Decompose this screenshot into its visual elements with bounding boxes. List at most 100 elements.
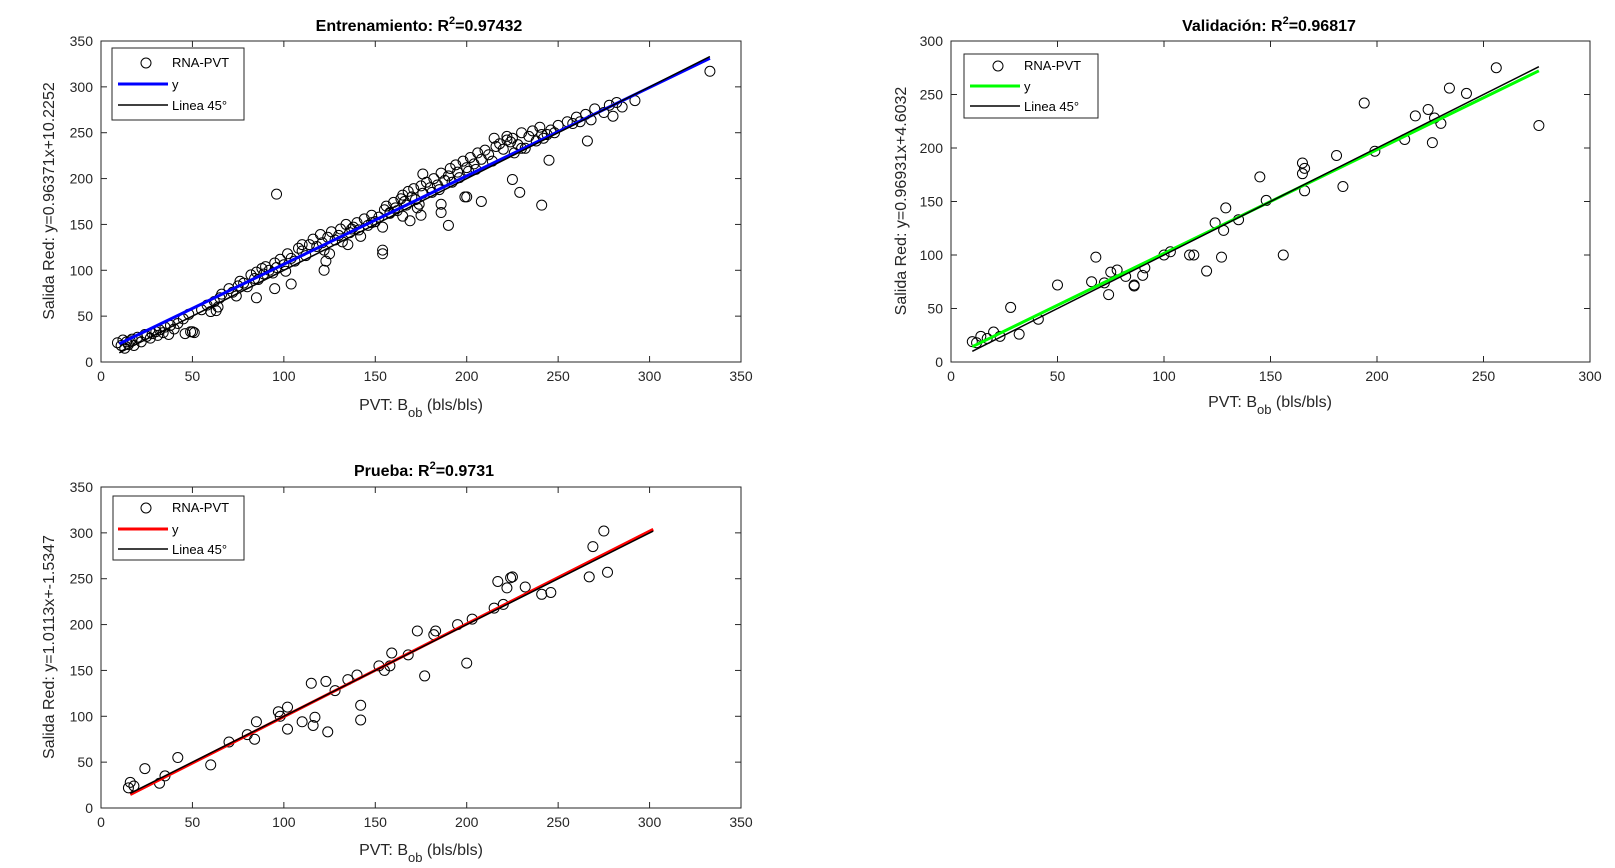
data-point <box>461 657 473 669</box>
data-point <box>543 154 555 166</box>
data-point <box>309 711 321 723</box>
legend-label: Linea 45° <box>172 542 227 557</box>
data-point <box>377 221 389 233</box>
data-point <box>320 675 332 687</box>
legend: RNA-PVT y Linea 45° <box>112 495 245 561</box>
data-point <box>444 162 456 174</box>
x-tick-label: 150 <box>364 814 388 830</box>
x-tick-label: 100 <box>1152 368 1176 384</box>
data-point <box>545 586 557 598</box>
data-point <box>355 714 367 726</box>
x-tick-label: 200 <box>1365 368 1389 384</box>
x-tick-label: 50 <box>185 814 201 830</box>
y-axis-label: Salida Red: y=1.0113x+-1.5347 <box>41 535 58 759</box>
data-point <box>490 140 502 152</box>
data-point <box>305 677 317 689</box>
x-tick-label: 250 <box>546 814 570 830</box>
data-point <box>1090 251 1102 263</box>
x-axis-label: PVT: Bob (bls/bls) <box>359 842 483 865</box>
identity-line <box>971 66 1540 352</box>
data-point <box>296 239 308 251</box>
legend-marker <box>140 57 152 69</box>
legend-label: Linea 45° <box>1024 99 1079 114</box>
data-point <box>314 229 326 241</box>
data-point <box>1358 97 1370 109</box>
data-point <box>704 65 716 77</box>
data-point <box>269 283 281 295</box>
data-point <box>135 336 147 348</box>
chart-entrenamiento: Entrenamiento: R2=0.97432 0 50 100 150 200 25… <box>41 15 753 420</box>
y-tick-label: 250 <box>920 87 944 103</box>
data-point <box>210 305 222 317</box>
data-point <box>527 125 539 137</box>
y-tick-label: 100 <box>70 708 94 724</box>
data-point <box>519 142 531 154</box>
y-tick-label: 350 <box>70 479 94 495</box>
data-point <box>250 292 262 304</box>
data-point <box>435 207 447 219</box>
data-point <box>506 571 518 583</box>
y-tick-label: 300 <box>70 79 94 95</box>
data-point <box>1533 120 1545 132</box>
y-tick-label: 0 <box>85 354 93 370</box>
data-point <box>475 196 487 207</box>
data-point <box>1331 149 1343 161</box>
y-tick-label: 150 <box>920 194 944 210</box>
chart-validacion: Validación: R2=0.96817 0 50 100 150 200 250 30… <box>893 15 1602 417</box>
y-tick-label: 100 <box>70 262 94 278</box>
data-point <box>1005 301 1017 313</box>
x-tick-label: 350 <box>729 814 753 830</box>
chart-prueba: Prueba: R2=0.9731 0 50 100 150 200 250 300 3500… <box>41 460 753 865</box>
data-point <box>238 277 250 289</box>
data-point <box>1220 202 1232 214</box>
y-tick-label: 200 <box>920 140 944 156</box>
data-point <box>205 759 217 771</box>
data-point <box>307 719 319 731</box>
data-point <box>505 572 517 584</box>
data-point <box>1128 279 1140 291</box>
data-point <box>435 167 447 179</box>
legend-marker <box>140 502 152 514</box>
y-tick-label: 250 <box>70 125 94 141</box>
data-point <box>271 188 283 200</box>
data-point <box>216 288 228 300</box>
y-tick-label: 50 <box>77 754 93 770</box>
x-tick-label: 300 <box>638 814 662 830</box>
data-point <box>1086 276 1098 288</box>
y-tick-label: 0 <box>935 354 943 370</box>
data-point <box>501 582 513 594</box>
x-tick-label: 50 <box>1050 368 1066 384</box>
y-tick-label: 300 <box>920 33 944 49</box>
data-point <box>534 121 546 133</box>
data-point <box>419 670 431 682</box>
data-point <box>1277 249 1289 261</box>
data-point <box>258 268 270 280</box>
data-point <box>494 138 506 150</box>
y-tick-label: 0 <box>85 800 93 816</box>
data-point <box>506 173 518 185</box>
data-point <box>598 525 610 537</box>
legend: RNA-PVT y Linea 45° <box>963 53 1099 119</box>
legend-label: RNA-PVT <box>172 55 229 70</box>
data-point <box>415 209 427 221</box>
plot-content <box>122 525 654 796</box>
data-point <box>1337 181 1349 193</box>
x-tick-label: 100 <box>272 368 296 384</box>
data-point <box>285 278 297 290</box>
data-point <box>1299 162 1311 174</box>
y-tick-label: 200 <box>70 617 94 633</box>
legend-label: y <box>1024 79 1031 94</box>
x-tick-label: 250 <box>1472 368 1496 384</box>
data-point <box>1013 328 1025 340</box>
data-point <box>408 183 420 195</box>
data-point <box>1490 62 1502 74</box>
data-point <box>1409 110 1421 122</box>
x-tick-label: 0 <box>947 368 955 384</box>
data-point <box>144 332 156 344</box>
y-tick-label: 150 <box>70 662 94 678</box>
data-point <box>583 571 595 583</box>
data-point <box>1216 251 1228 263</box>
x-tick-label: 50 <box>185 368 201 384</box>
y-axis-label: Salida Red: y=0.96931x+4.6032 <box>893 87 910 316</box>
